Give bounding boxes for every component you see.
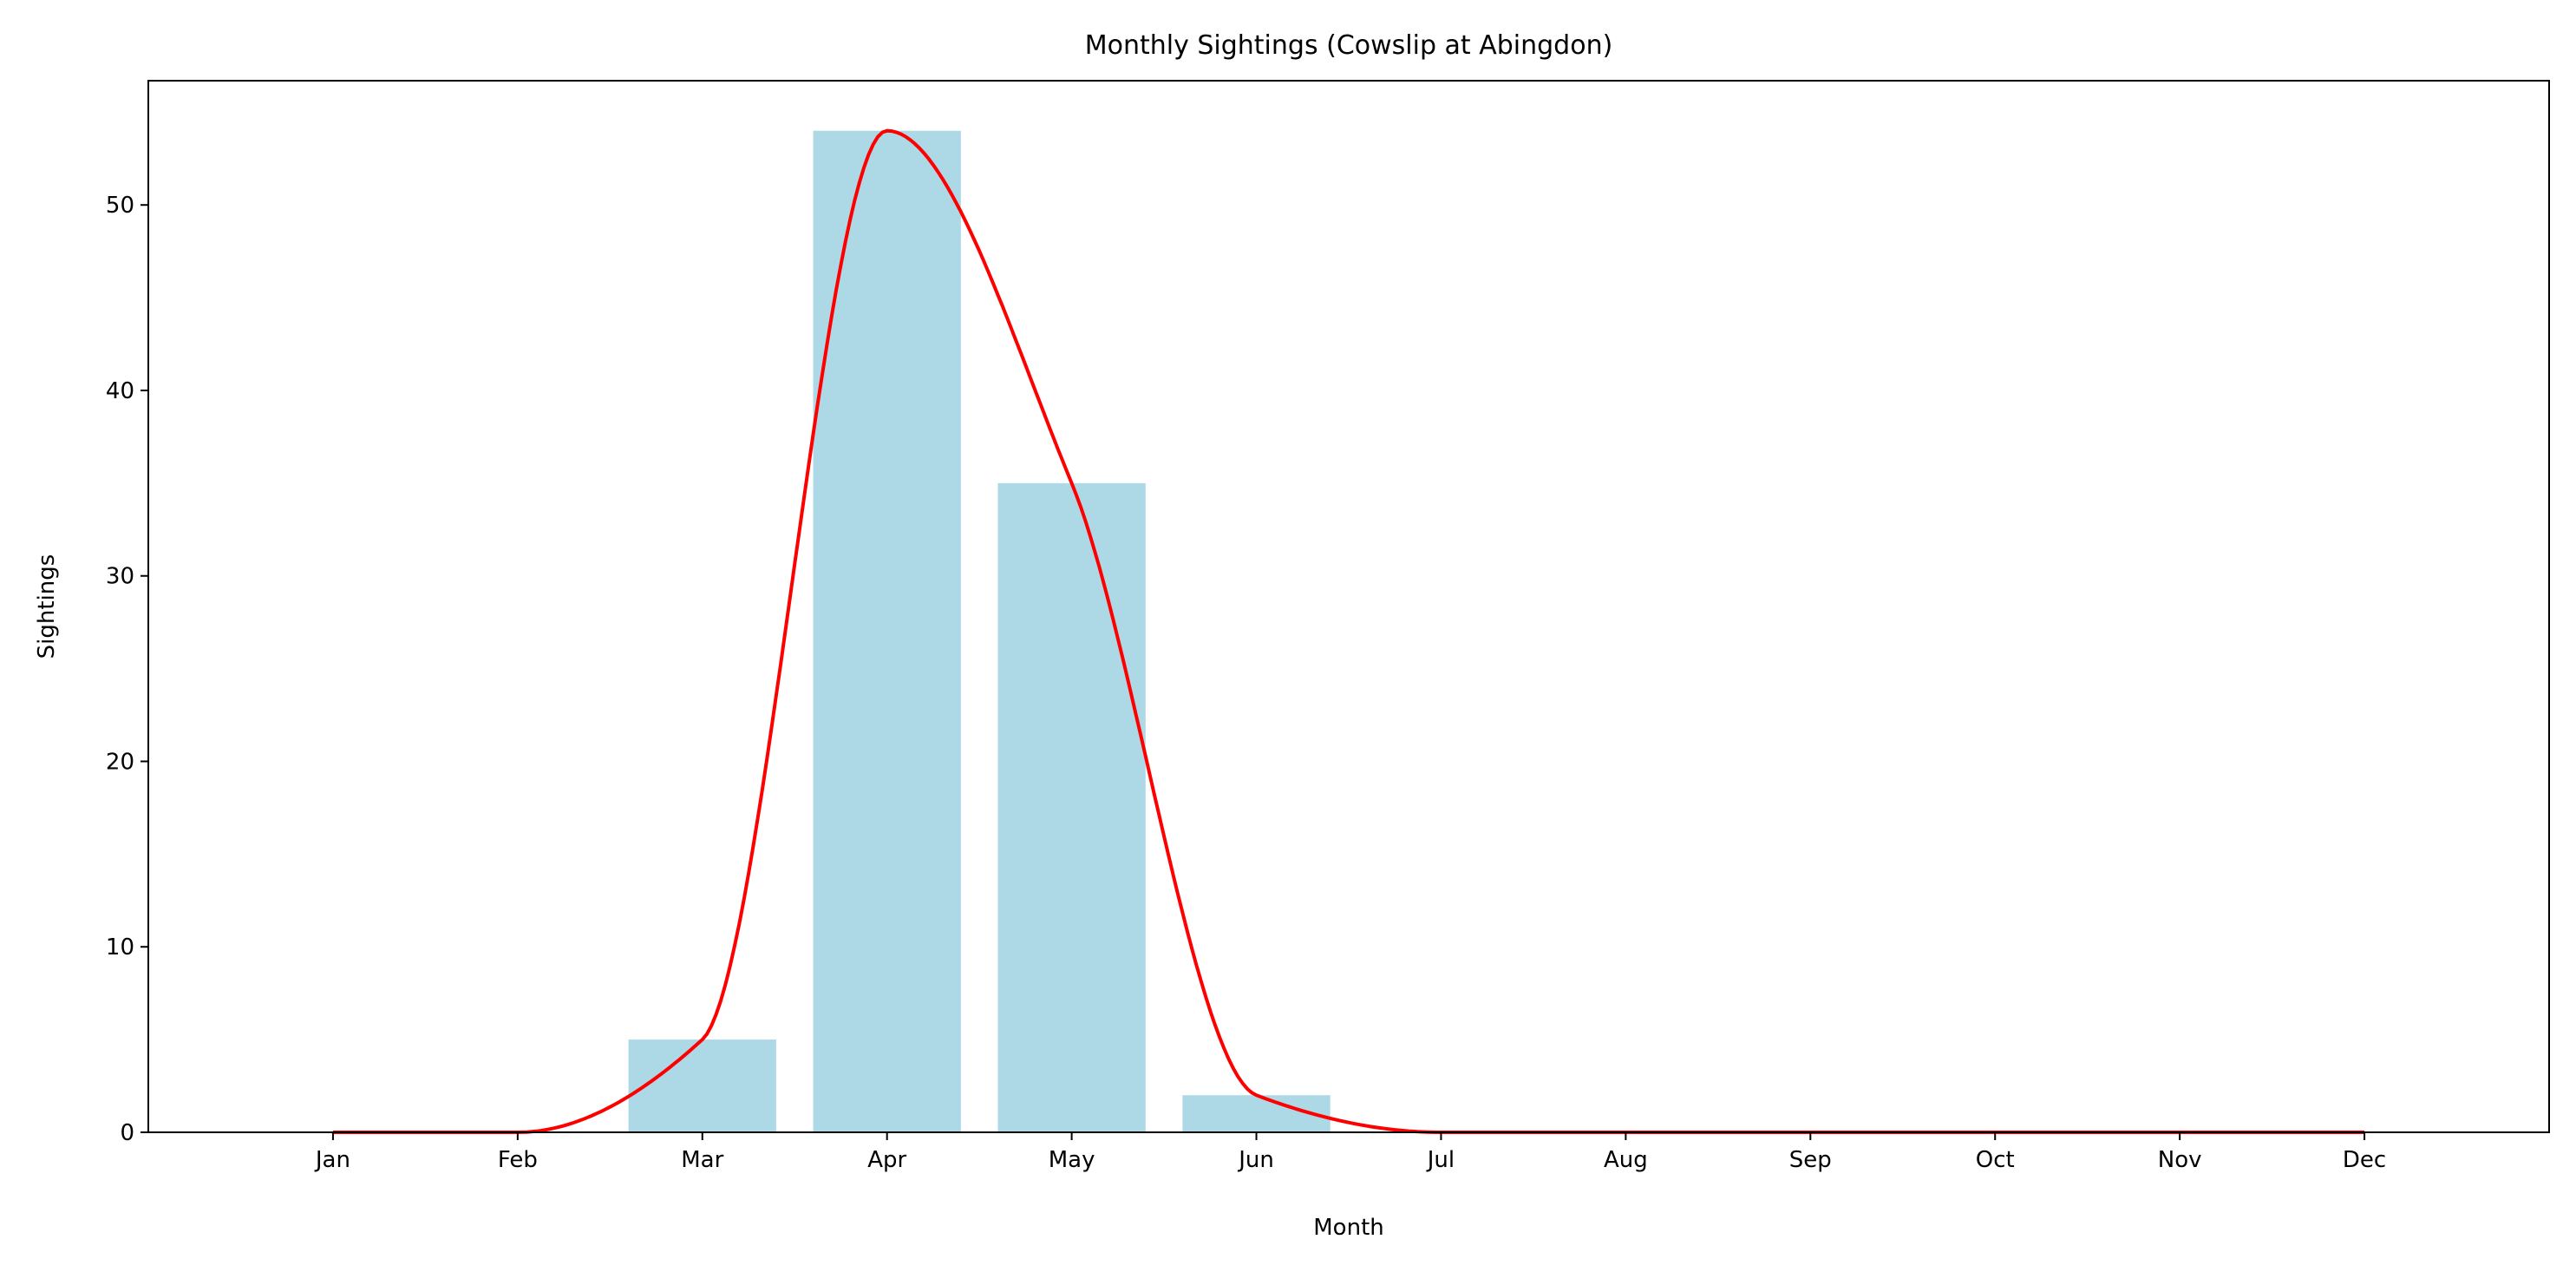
x-tick-label: Feb bbox=[498, 1147, 538, 1173]
bar-may bbox=[997, 482, 1146, 1132]
x-tick-label: Sep bbox=[1789, 1147, 1832, 1173]
chart-title: Monthly Sightings (Cowslip at Abingdon) bbox=[1085, 30, 1613, 61]
x-tick-label: Apr bbox=[867, 1147, 906, 1173]
bar-jun bbox=[1182, 1095, 1330, 1132]
y-axis-label: Sightings bbox=[34, 554, 60, 659]
x-tick-label: May bbox=[1049, 1147, 1095, 1173]
trend-line bbox=[332, 128, 2365, 1134]
plot-frame bbox=[147, 80, 2550, 1133]
x-axis-label: Month bbox=[1313, 1215, 1384, 1241]
x-tick-label: Dec bbox=[2343, 1147, 2386, 1173]
x-tick-label: Oct bbox=[1976, 1147, 2015, 1173]
y-tick-label: 40 bbox=[106, 378, 134, 404]
y-tick-label: 30 bbox=[106, 564, 134, 590]
x-tick-label: Jul bbox=[1426, 1147, 1455, 1173]
bar-mar bbox=[628, 1039, 776, 1132]
y-tick-label: 20 bbox=[106, 749, 134, 775]
x-tick-label: Mar bbox=[681, 1147, 723, 1173]
x-tick-label: Jun bbox=[1237, 1147, 1274, 1173]
y-tick-label: 50 bbox=[106, 193, 134, 219]
x-tick-label: Jan bbox=[314, 1147, 350, 1173]
y-tick-label: 10 bbox=[106, 934, 134, 961]
x-tick-label: Nov bbox=[2158, 1147, 2202, 1173]
bar-apr bbox=[813, 130, 961, 1133]
y-tick-label: 0 bbox=[120, 1120, 134, 1146]
x-tick-label: Aug bbox=[1604, 1147, 1648, 1173]
